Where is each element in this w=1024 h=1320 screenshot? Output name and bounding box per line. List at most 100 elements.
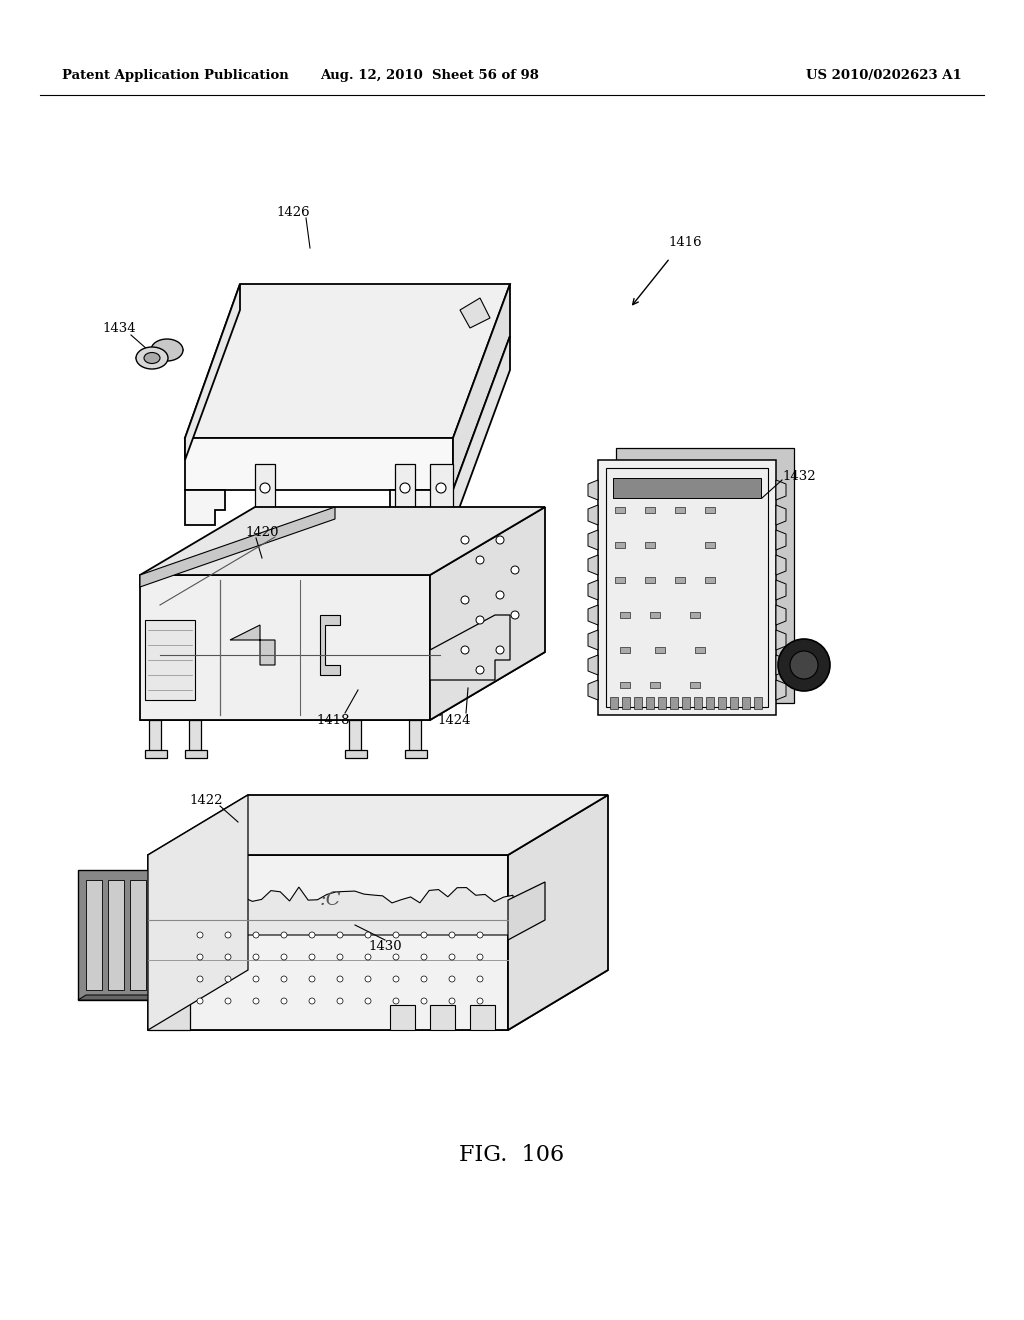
Circle shape [496, 591, 504, 599]
Text: 1430: 1430 [369, 940, 401, 953]
Polygon shape [470, 1005, 495, 1030]
Circle shape [225, 932, 231, 939]
Polygon shape [776, 655, 786, 675]
Bar [645, 577, 655, 583]
Polygon shape [185, 750, 207, 758]
Polygon shape [776, 554, 786, 576]
Polygon shape [508, 795, 608, 1030]
Polygon shape [140, 652, 545, 719]
Bar [705, 507, 715, 513]
Text: 1426: 1426 [276, 206, 310, 219]
Bar [705, 577, 715, 583]
Polygon shape [453, 284, 510, 490]
Text: 1434: 1434 [102, 322, 136, 335]
Circle shape [281, 954, 287, 960]
Circle shape [253, 954, 259, 960]
Polygon shape [508, 882, 545, 940]
Circle shape [400, 483, 410, 492]
Polygon shape [108, 880, 124, 990]
Circle shape [477, 954, 483, 960]
Text: 1418: 1418 [316, 714, 350, 726]
Polygon shape [185, 284, 240, 459]
Circle shape [197, 998, 203, 1005]
Circle shape [477, 932, 483, 939]
Polygon shape [255, 465, 275, 512]
Polygon shape [776, 605, 786, 624]
Circle shape [421, 975, 427, 982]
Bar [675, 507, 685, 513]
Polygon shape [730, 697, 738, 709]
Polygon shape [588, 605, 598, 624]
Text: Aug. 12, 2010  Sheet 56 of 98: Aug. 12, 2010 Sheet 56 of 98 [321, 69, 540, 82]
Polygon shape [588, 480, 598, 500]
Polygon shape [345, 750, 367, 758]
Circle shape [449, 975, 455, 982]
Circle shape [436, 483, 446, 492]
Circle shape [309, 975, 315, 982]
Polygon shape [453, 337, 510, 525]
Circle shape [393, 998, 399, 1005]
Bar [620, 647, 630, 653]
Circle shape [337, 998, 343, 1005]
Polygon shape [718, 697, 726, 709]
Bar [615, 507, 625, 513]
Polygon shape [140, 507, 335, 587]
Circle shape [197, 975, 203, 982]
Text: 1416: 1416 [668, 236, 701, 249]
Polygon shape [706, 697, 714, 709]
Bar [705, 543, 715, 548]
Bar [690, 682, 700, 688]
Polygon shape [670, 697, 678, 709]
Text: FIG.  106: FIG. 106 [460, 1144, 564, 1166]
Circle shape [260, 483, 270, 492]
Polygon shape [148, 855, 508, 1030]
Circle shape [461, 597, 469, 605]
Ellipse shape [136, 347, 168, 370]
Text: 1422: 1422 [189, 793, 223, 807]
Bar [695, 647, 705, 653]
Polygon shape [606, 469, 768, 708]
Circle shape [365, 932, 371, 939]
Bar [615, 577, 625, 583]
Circle shape [790, 651, 818, 678]
Bar [645, 543, 655, 548]
Circle shape [496, 645, 504, 653]
Polygon shape [78, 995, 158, 1001]
Bar [645, 507, 655, 513]
Polygon shape [230, 624, 275, 665]
Polygon shape [742, 697, 750, 709]
Polygon shape [776, 506, 786, 525]
Circle shape [337, 975, 343, 982]
Polygon shape [390, 1005, 415, 1030]
Circle shape [309, 954, 315, 960]
Polygon shape [616, 447, 794, 704]
Polygon shape [588, 680, 598, 700]
Polygon shape [148, 1001, 190, 1030]
Circle shape [393, 932, 399, 939]
Polygon shape [613, 478, 761, 498]
Polygon shape [140, 576, 430, 719]
Circle shape [365, 975, 371, 982]
Polygon shape [776, 480, 786, 500]
Circle shape [225, 954, 231, 960]
Polygon shape [776, 531, 786, 550]
Text: 1432: 1432 [782, 470, 816, 483]
Circle shape [253, 975, 259, 982]
Polygon shape [140, 507, 545, 576]
Polygon shape [588, 531, 598, 550]
Polygon shape [754, 697, 762, 709]
Bar [655, 647, 665, 653]
Circle shape [496, 536, 504, 544]
Text: US 2010/0202623 A1: US 2010/0202623 A1 [806, 69, 962, 82]
Circle shape [477, 975, 483, 982]
Polygon shape [634, 697, 642, 709]
Polygon shape [430, 615, 510, 680]
Circle shape [197, 932, 203, 939]
Polygon shape [430, 1005, 455, 1030]
Circle shape [449, 998, 455, 1005]
Polygon shape [598, 459, 776, 715]
Circle shape [393, 975, 399, 982]
Circle shape [225, 975, 231, 982]
Polygon shape [682, 697, 690, 709]
Text: 1424: 1424 [437, 714, 471, 726]
